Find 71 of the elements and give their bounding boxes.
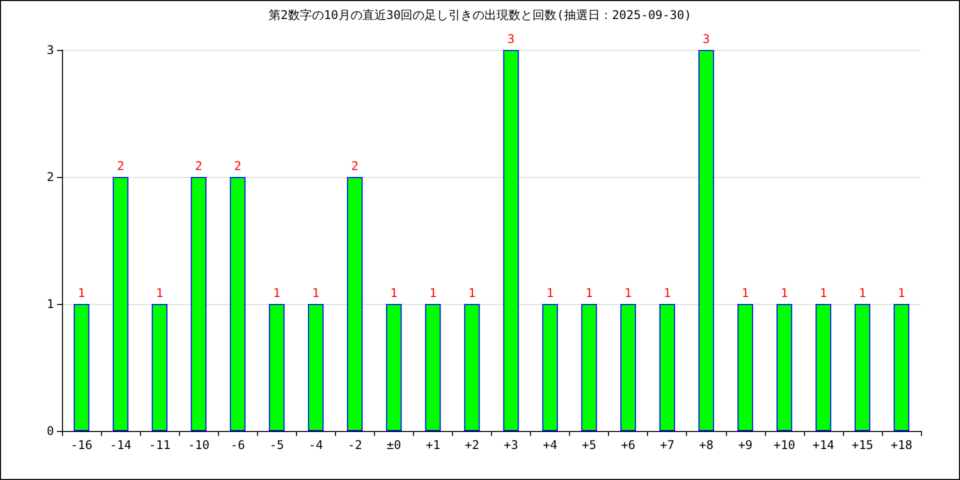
data-label: 1 xyxy=(429,286,437,300)
data-label: 1 xyxy=(742,286,749,300)
bar xyxy=(737,304,754,431)
bar xyxy=(698,50,714,431)
y-tick-label: 2 xyxy=(46,170,54,184)
data-label: 1 xyxy=(780,286,788,300)
data-label: 3 xyxy=(507,32,515,46)
bar xyxy=(503,50,519,431)
y-tick-label: 3 xyxy=(46,43,54,57)
data-label: 1 xyxy=(858,286,866,300)
data-label: 3 xyxy=(702,32,710,46)
data-label: 1 xyxy=(156,286,164,300)
bar xyxy=(425,304,441,431)
x-tick-label: +6 xyxy=(620,438,636,452)
chart-title: 第2数字の10月の直近30回の足し引きの出現数と回数(抽選日：2025-09-30) xyxy=(268,8,692,22)
bar xyxy=(776,304,792,431)
data-label: 1 xyxy=(390,286,398,300)
y-tick-label: 0 xyxy=(46,424,54,438)
bar xyxy=(152,304,168,431)
bar xyxy=(816,304,832,431)
data-label: 2 xyxy=(234,159,242,173)
bar xyxy=(542,304,558,431)
data-label: 2 xyxy=(351,159,358,173)
x-tick-label: -11 xyxy=(148,438,170,452)
bar xyxy=(74,304,90,431)
x-tick-label: +10 xyxy=(773,438,796,452)
x-tick-label: +1 xyxy=(426,438,440,452)
data-label: 1 xyxy=(546,286,554,300)
x-tick-label: -6 xyxy=(230,438,245,452)
data-label: 1 xyxy=(585,286,593,300)
x-tick-label: +7 xyxy=(660,438,674,452)
x-tick-label: +18 xyxy=(890,438,912,452)
x-tick-label: +3 xyxy=(504,438,518,452)
x-tick-label: ±0 xyxy=(386,438,402,452)
x-tick-label: -10 xyxy=(188,438,210,452)
data-label: 1 xyxy=(820,286,828,300)
x-tick-label: -14 xyxy=(110,438,132,452)
data-label: 1 xyxy=(664,286,671,300)
bar xyxy=(308,304,324,431)
bar xyxy=(190,177,206,431)
bar xyxy=(854,304,870,431)
x-tick-label: -16 xyxy=(70,438,92,452)
x-tick-label: +5 xyxy=(582,438,596,452)
bar xyxy=(581,304,597,431)
data-label: 1 xyxy=(624,286,632,300)
x-tick-label: +8 xyxy=(699,438,714,452)
x-tick-label: +4 xyxy=(542,438,558,452)
x-tick-label: -2 xyxy=(348,438,362,452)
x-tick-label: +14 xyxy=(812,438,834,452)
data-label: 1 xyxy=(312,286,320,300)
bar xyxy=(894,304,910,431)
x-tick-label: -5 xyxy=(270,438,284,452)
bar xyxy=(464,304,480,431)
data-label: 1 xyxy=(78,286,86,300)
x-tick-label: +9 xyxy=(738,438,753,452)
data-label: 2 xyxy=(116,159,124,173)
data-label: 1 xyxy=(898,286,906,300)
x-tick-label: +2 xyxy=(464,438,480,452)
x-tick-label: -4 xyxy=(308,438,324,452)
data-label: 1 xyxy=(273,286,280,300)
x-tick-label: +15 xyxy=(852,438,874,452)
data-label: 1 xyxy=(468,286,476,300)
bar xyxy=(112,177,128,431)
data-label: 2 xyxy=(195,159,202,173)
bar xyxy=(230,177,246,431)
bar xyxy=(386,304,402,431)
bar xyxy=(347,177,363,431)
bar xyxy=(268,304,285,431)
bar xyxy=(620,304,636,431)
y-tick-label: 1 xyxy=(46,297,54,311)
bar xyxy=(659,304,676,431)
